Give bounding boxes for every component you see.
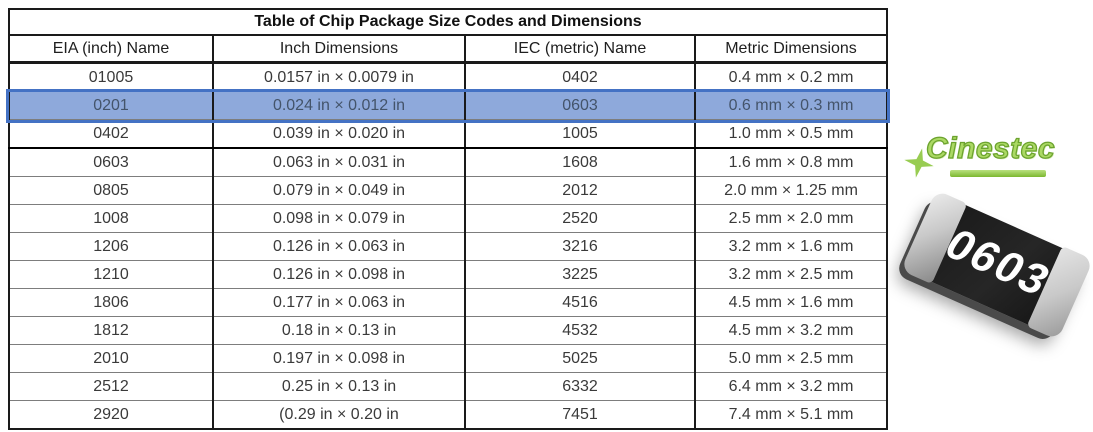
table-cell: 7.4 mm × 5.1 mm — [693, 400, 888, 429]
table-cell: 0.18 in × 0.13 in — [212, 316, 465, 345]
table-cell: 0.197 in × 0.098 in — [212, 344, 465, 373]
table-cell: 1608 — [464, 148, 695, 177]
table-cell: 5025 — [464, 344, 695, 373]
table-cell: 7451 — [464, 400, 695, 429]
table-cell: 0402 — [9, 119, 213, 149]
table-cell: 2.5 mm × 2.0 mm — [693, 204, 888, 233]
table-cell: 1210 — [9, 260, 213, 289]
table-row: 0402 0.039 in × 0.020 in 1005 1.0 mm × 0.5 … — [9, 119, 888, 149]
table-cell: 6.4 mm × 3.2 mm — [693, 372, 888, 401]
column-header: EIA (inch) Name — [9, 35, 213, 64]
table-row: 2010 0.197 in × 0.098 in 5025 5.0 mm × 2.5 … — [9, 344, 888, 373]
column-header: Metric Dimensions — [693, 35, 888, 64]
chip-package-size-table: Table of Chip Package Size Codes and Dim… — [5, 8, 891, 430]
logo-tagline-bar — [950, 170, 1046, 177]
table-cell: 0.079 in × 0.049 in — [212, 176, 465, 205]
table-cell: (0.29 in × 0.20 in — [212, 400, 465, 429]
table-cell: 0.6 mm × 0.3 mm — [693, 91, 888, 120]
table-cell: 0603 — [9, 148, 213, 177]
table-cell: 3225 — [464, 260, 695, 289]
table-cell: 1005 — [464, 119, 695, 149]
table-cell: 2012 — [464, 176, 695, 205]
table-body: 01005 0.0157 in × 0.0079 in 0402 0.4 mm × 0… — [5, 62, 891, 429]
table-cell: 1806 — [9, 288, 213, 317]
table-cell: 1.6 mm × 0.8 mm — [693, 148, 888, 177]
table-cell: 0.25 in × 0.13 in — [212, 372, 465, 401]
table-cell: 1812 — [9, 316, 213, 345]
header-row: EIA (inch) Name Inch Dimensions IEC (metri… — [9, 35, 888, 64]
table-cell: 0.063 in × 0.031 in — [212, 148, 465, 177]
table-cell: 0.039 in × 0.020 in — [212, 119, 465, 149]
table-cell: 2010 — [9, 344, 213, 373]
column-header: Inch Dimensions — [212, 35, 465, 64]
table-row: 0201 0.024 in × 0.012 in 0603 0.6 mm × 0.3 … — [5, 88, 891, 123]
table-row: 0805 0.079 in × 0.049 in 2012 2.0 mm × 1.25… — [9, 176, 888, 205]
table-cell: 0.177 in × 0.063 in — [212, 288, 465, 317]
table-cell: 0201 — [9, 91, 213, 120]
table-cell: 0.0157 in × 0.0079 in — [212, 62, 465, 92]
table-cell: 0402 — [464, 62, 695, 92]
table-row: 1812 0.18 in × 0.13 in 4532 4.5 mm × 3.2 mm — [9, 316, 888, 345]
table-cell: 0805 — [9, 176, 213, 205]
table-cell: 2920 — [93, 405, 129, 423]
table-cell: 3.2 mm × 2.5 mm — [693, 260, 888, 289]
title-row: Table of Chip Package Size Codes and Dim… — [9, 9, 888, 36]
table-row: 01005 0.0157 in × 0.0079 in 0402 0.4 mm × 0… — [9, 62, 888, 92]
table-cell: 0.4 mm × 0.2 mm — [693, 62, 888, 92]
table-row: 2512 0.25 in × 0.13 in 6332 6.4 mm × 3.2 mm — [9, 372, 888, 401]
table-cell: 0.024 in × 0.012 in — [212, 91, 465, 120]
table-row: 1806 0.177 in × 0.063 in 4516 4.5 mm × 1.6 … — [9, 288, 888, 317]
table-cell: 4516 — [464, 288, 695, 317]
table-cell: 2512 — [9, 372, 213, 401]
table-cell: 6332 — [464, 372, 695, 401]
column-header: IEC (metric) Name — [464, 35, 695, 64]
table-cell: 2520 — [464, 204, 695, 233]
table-cell: 2.0 mm × 1.25 mm — [693, 176, 888, 205]
table-title: Table of Chip Package Size Codes and Dim… — [9, 9, 888, 36]
table-cell: 1206 — [9, 232, 213, 261]
table-row: 1206 0.126 in × 0.063 in 3216 3.2 mm × 1.6 … — [9, 232, 888, 261]
table-cell: 0.126 in × 0.098 in — [212, 260, 465, 289]
table-row: 2920 (0.29 in × 0.20 in 7451 7.4 mm × 5.1 m… — [9, 400, 888, 429]
table-cell: 3216 — [464, 232, 695, 261]
table-cell: 5.0 mm × 2.5 mm — [693, 344, 888, 373]
table-row: 1210 0.126 in × 0.098 in 3225 3.2 mm × 2.5 … — [9, 260, 888, 289]
table-cell: 0.126 in × 0.063 in — [212, 232, 465, 261]
table-cell: 4.5 mm × 1.6 mm — [693, 288, 888, 317]
chip-resistor-image: 0603 — [900, 189, 1093, 341]
logo-wordmark: Cinestec — [925, 131, 1056, 165]
table-row: 0603 0.063 in × 0.031 in 1608 1.6 mm × 0.8 … — [9, 148, 888, 177]
table-cell: 0603 — [464, 91, 695, 120]
chip-body: 0603 — [900, 189, 1093, 341]
table-cell: 3.2 mm × 1.6 mm — [693, 232, 888, 261]
table-cell: 4.5 mm × 3.2 mm — [693, 316, 888, 345]
cinestec-logo: Cinestec — [912, 124, 1064, 188]
table-cell: 0.098 in × 0.079 in — [212, 204, 465, 233]
table-row: 1008 0.098 in × 0.079 in 2520 2.5 mm × 2.0 … — [9, 204, 888, 233]
table-cell: 1008 — [9, 204, 213, 233]
table-cell: 01005 — [9, 62, 213, 92]
table-cell: 1.0 mm × 0.5 mm — [693, 119, 888, 149]
table-cell: 4532 — [464, 316, 695, 345]
